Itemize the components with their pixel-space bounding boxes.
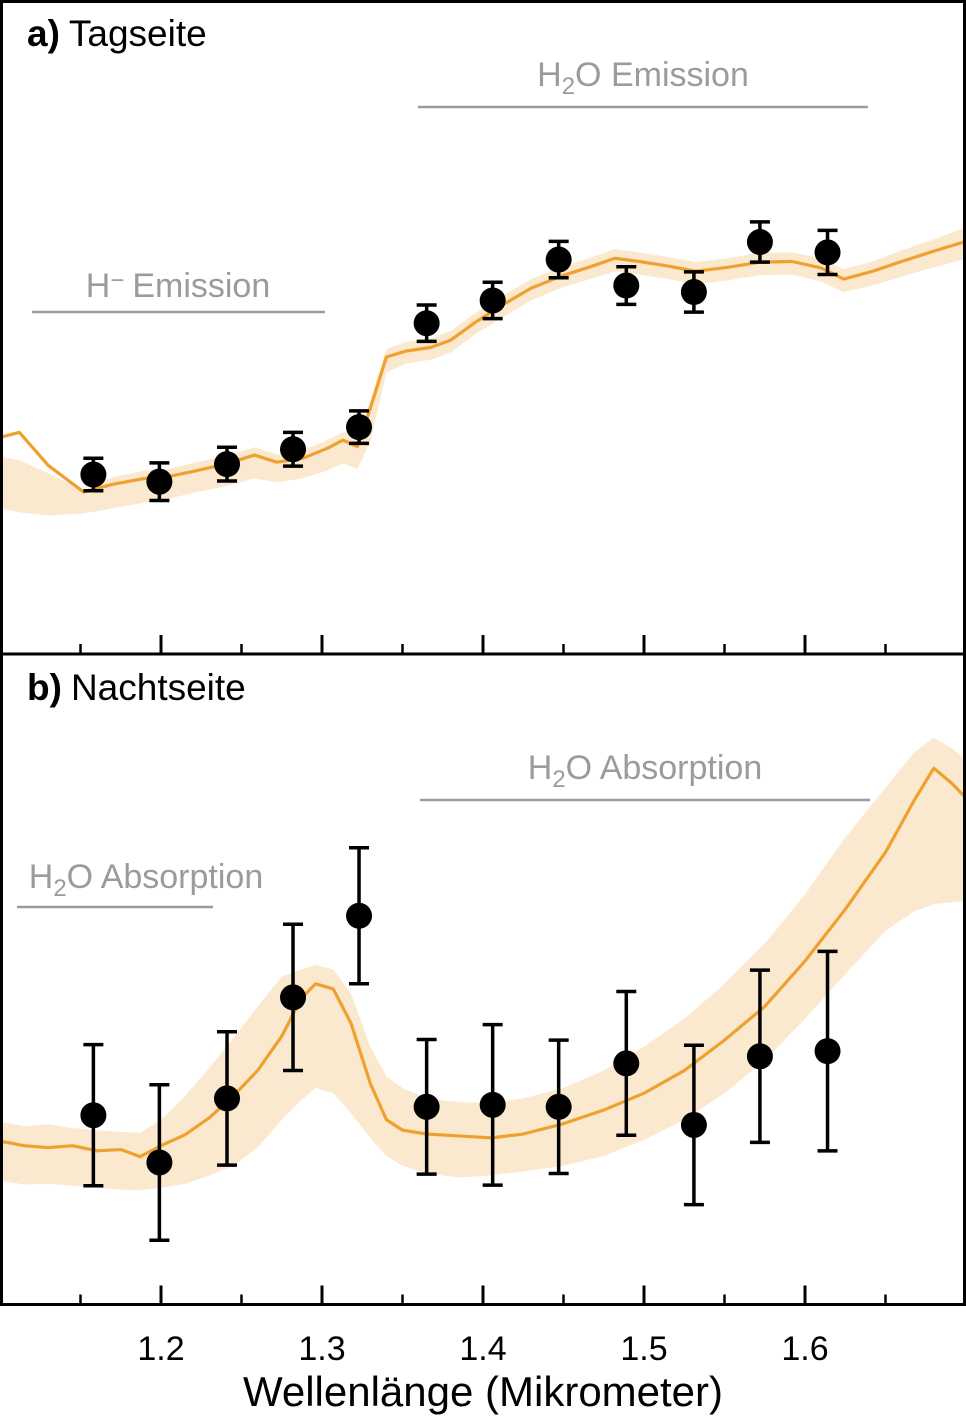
- data-point: [413, 1037, 440, 1176]
- data-point-marker: [680, 1111, 707, 1138]
- data-point-marker: [746, 229, 773, 256]
- x-tick-label-1.6: 1.6: [781, 1330, 828, 1368]
- model-uncertainty-band: [0, 737, 966, 1191]
- data-point: [545, 239, 572, 280]
- model-line: [0, 239, 966, 494]
- data-point: [746, 968, 773, 1145]
- data-point-marker: [479, 287, 506, 314]
- data-point: [346, 846, 373, 986]
- data-point-marker: [680, 279, 707, 306]
- data-point-marker: [80, 1102, 107, 1129]
- panel-a-title: a) Tagseite: [27, 13, 207, 54]
- data-point: [80, 456, 107, 493]
- data-point: [80, 1042, 107, 1188]
- annotation-h-minus-emission-label: H− Emission: [86, 267, 271, 305]
- x-axis-title: Wellenlänge (Mikrometer): [243, 1368, 723, 1415]
- panel-b-title: b) Nachtseite: [27, 667, 246, 708]
- data-point-marker: [613, 272, 640, 299]
- data-point-marker: [214, 451, 241, 478]
- annotation-h2o-absorption-right-label: H2O Absorption: [528, 749, 762, 793]
- data-point-marker: [280, 984, 307, 1011]
- data-point: [746, 220, 773, 264]
- data-point-marker: [146, 468, 173, 495]
- data-point: [680, 270, 707, 314]
- data-point-marker: [80, 461, 107, 488]
- x-tick-label-1.2: 1.2: [137, 1330, 184, 1368]
- axes-and-ticks: [0, 0, 966, 1306]
- data-point: [280, 922, 307, 1073]
- data-point: [214, 1029, 241, 1167]
- data-point: [146, 1083, 173, 1242]
- data-point-marker: [613, 1050, 640, 1077]
- data-point: [146, 461, 173, 503]
- x-tick-label-1.4: 1.4: [459, 1330, 506, 1368]
- data-point: [814, 228, 841, 277]
- data-point: [214, 445, 241, 483]
- data-point: [346, 409, 373, 446]
- data-point: [479, 1022, 506, 1187]
- data-point-marker: [746, 1043, 773, 1070]
- data-point: [280, 430, 307, 468]
- data-point-marker: [280, 436, 307, 463]
- data-point: [479, 280, 506, 321]
- panel-b-plot-area: [0, 737, 966, 1242]
- annotation-h2o-absorption-left-label: H2O Absorption: [29, 858, 263, 902]
- data-point-marker: [346, 414, 373, 441]
- model-line: [0, 766, 966, 1159]
- data-point: [680, 1043, 707, 1207]
- data-point-marker: [413, 1093, 440, 1120]
- data-point-marker: [814, 239, 841, 266]
- data-point-marker: [545, 246, 572, 273]
- x-tick-label-1.5: 1.5: [620, 1330, 667, 1368]
- data-point-marker: [146, 1149, 173, 1176]
- data-point-marker: [413, 310, 440, 337]
- data-point: [613, 264, 640, 307]
- data-point-marker: [214, 1085, 241, 1112]
- data-point: [413, 303, 440, 344]
- data-point: [814, 949, 841, 1153]
- data-point: [545, 1038, 572, 1176]
- data-point-marker: [545, 1093, 572, 1120]
- x-tick-label-1.3: 1.3: [298, 1330, 345, 1368]
- panel-a-plot-area: [0, 220, 966, 516]
- data-point: [613, 989, 640, 1138]
- data-point-marker: [814, 1038, 841, 1065]
- data-point-marker: [346, 902, 373, 929]
- data-point-marker: [479, 1091, 506, 1118]
- annotation-h2o-emission-label: H2O Emission: [537, 56, 749, 100]
